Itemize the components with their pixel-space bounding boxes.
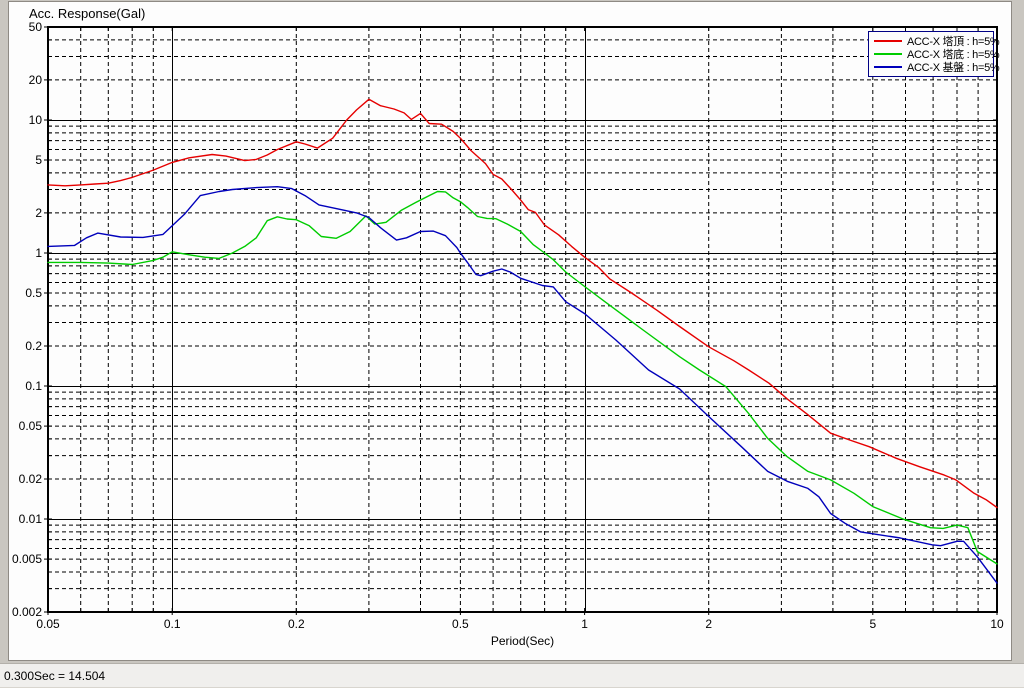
svg-text:0.01: 0.01 [19, 512, 43, 526]
svg-text:0.2: 0.2 [288, 617, 305, 631]
svg-text:5: 5 [869, 617, 876, 631]
legend-label: ACC-X 基盤 : h=5% [907, 62, 1000, 75]
svg-text:0.05: 0.05 [36, 617, 60, 631]
series-line-2 [47, 185, 998, 584]
svg-text:0.02: 0.02 [19, 472, 43, 486]
legend-row: ACC-X 塔頂 : h=5% [872, 34, 1000, 48]
svg-text:0.2: 0.2 [25, 339, 42, 353]
svg-text:0.1: 0.1 [164, 617, 181, 631]
x-axis-title: Period(Sec) [490, 634, 555, 648]
svg-text:1: 1 [581, 617, 588, 631]
legend-line-sample-green [874, 52, 902, 55]
plot-frame [47, 26, 998, 613]
svg-text:0.5: 0.5 [452, 617, 469, 631]
svg-text:0.05: 0.05 [19, 419, 43, 433]
svg-text:1: 1 [35, 246, 42, 260]
svg-text:10: 10 [29, 113, 43, 127]
x-tick-labels: 0.05 0.1 0.2 0.5 1 2 5 10 [36, 617, 1004, 631]
svg-text:10: 10 [990, 617, 1004, 631]
svg-text:0.002: 0.002 [12, 605, 42, 619]
svg-text:20: 20 [29, 73, 43, 87]
svg-text:2: 2 [35, 206, 42, 220]
y-axis-title: Acc. Response(Gal) [29, 6, 146, 21]
svg-text:2: 2 [705, 617, 712, 631]
svg-text:0.005: 0.005 [12, 552, 42, 566]
response-spectrum-plot[interactable]: 0.05 0.1 0.2 0.5 1 2 5 105020105210.50.20.10.05… [9, 2, 1011, 660]
legend-row: ACC-X 塔底 : h=5% [872, 47, 1000, 61]
chart-panel: Acc. Response(Gal) 0.05 0.1 0.2 0.5 1 2 5 10 50 2… [8, 1, 1012, 661]
status-bar: 0.300Sec = 14.504 [0, 663, 1024, 688]
svg-text:50: 50 [29, 20, 43, 34]
legend-line-sample-blue [874, 66, 902, 69]
svg-text:5: 5 [35, 153, 42, 167]
plot-area[interactable] [48, 27, 997, 612]
svg-text:0.1: 0.1 [25, 379, 42, 393]
legend: ACC-X 塔頂 : h=5% ACC-X 塔底 : h=5% ACC-X 基盤… [868, 31, 1000, 77]
legend-label: ACC-X 塔底 : h=5% [907, 48, 1000, 61]
legend-label: ACC-X 塔頂 : h=5% [907, 35, 1000, 48]
legend-row: ACC-X 基盤 : h=5% [872, 61, 1000, 74]
y-tick-labels: 50 20 10 5 2 1 0.5 0.2 0.1 0.05 0.02 0.01 0.005 0.002 [12, 20, 42, 619]
legend-line-sample-red [874, 39, 902, 42]
svg-text:0.5: 0.5 [25, 286, 42, 300]
series-line-1 [47, 190, 998, 565]
series-line-0 [47, 98, 998, 509]
major-gridlines [48, 27, 997, 612]
status-readout: 0.300Sec = 14.504 [4, 668, 106, 683]
